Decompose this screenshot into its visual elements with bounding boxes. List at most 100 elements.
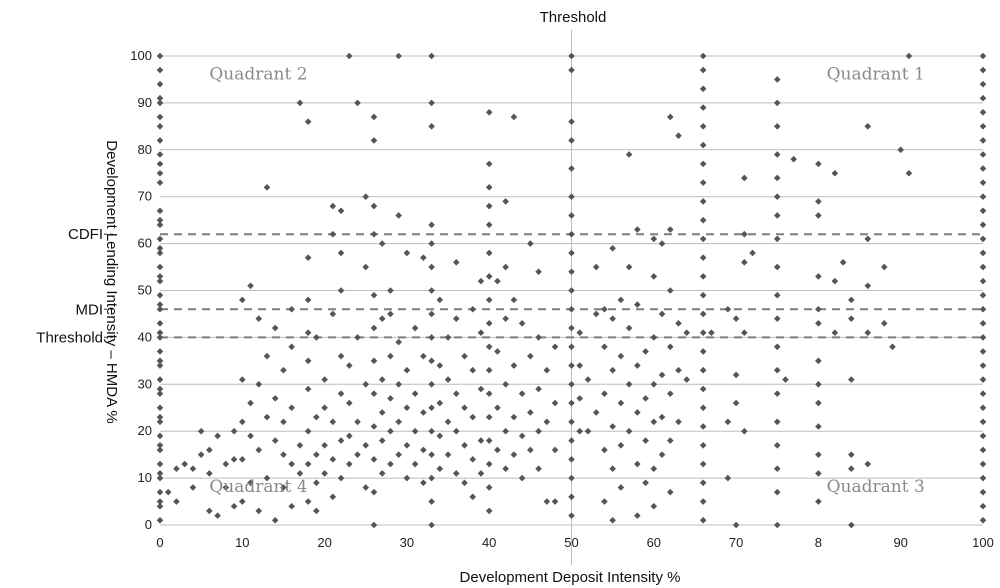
data-point — [485, 273, 493, 280]
data-point — [642, 437, 649, 444]
data-point — [239, 498, 246, 505]
data-point — [642, 479, 649, 487]
data-point — [469, 305, 477, 313]
data-point — [699, 460, 707, 468]
data-point — [370, 137, 378, 144]
x-tick-label: 30 — [400, 535, 414, 550]
data-point — [650, 381, 658, 388]
data-point — [625, 427, 633, 435]
data-point — [568, 193, 575, 200]
data-point — [173, 465, 180, 473]
data-point — [164, 488, 172, 496]
data-point — [370, 521, 378, 529]
data-point — [741, 329, 748, 337]
data-point — [543, 498, 551, 505]
data-point — [568, 287, 575, 294]
data-point — [601, 390, 608, 397]
data-point — [568, 305, 575, 313]
data-point — [576, 362, 584, 369]
data-point — [477, 385, 485, 393]
data-point — [271, 395, 279, 402]
data-point — [568, 493, 575, 501]
data-point — [485, 366, 493, 374]
data-point — [741, 230, 748, 238]
data-point — [568, 418, 575, 426]
data-point — [658, 371, 666, 379]
data-point — [568, 399, 575, 407]
data-point — [979, 263, 987, 271]
data-point — [387, 287, 394, 294]
data-point — [979, 221, 987, 229]
data-point — [773, 418, 781, 426]
data-point — [428, 287, 435, 294]
quadrant-label: Quadrant 3 — [827, 477, 925, 497]
data-point — [271, 437, 279, 444]
data-point — [773, 291, 781, 299]
data-point — [979, 151, 987, 158]
data-point — [699, 198, 707, 205]
data-point — [485, 202, 493, 210]
data-point — [156, 137, 164, 144]
data-point — [370, 202, 378, 210]
data-point — [773, 235, 781, 243]
data-point — [239, 418, 246, 426]
data-point — [699, 235, 707, 243]
data-point — [699, 52, 707, 60]
data-point — [288, 502, 295, 510]
data-point — [979, 362, 987, 369]
data-point — [625, 381, 633, 388]
data-point — [156, 80, 164, 88]
data-point — [329, 230, 337, 238]
data-point — [699, 273, 707, 280]
data-point — [321, 404, 328, 412]
data-point — [329, 310, 337, 318]
data-point — [732, 521, 740, 529]
data-point — [741, 174, 748, 182]
data-point — [979, 348, 987, 355]
data-point — [304, 460, 312, 468]
data-point — [666, 437, 674, 444]
data-point — [156, 418, 164, 426]
data-point — [321, 470, 328, 477]
data-point — [296, 470, 304, 477]
data-point — [502, 198, 509, 205]
data-point — [568, 381, 575, 388]
data-point — [773, 174, 781, 182]
data-point — [815, 357, 822, 365]
data-point — [683, 376, 691, 383]
data-point — [724, 474, 732, 482]
data-point — [428, 451, 435, 458]
data-point — [452, 427, 460, 435]
quadrant-label: Quadrant 1 — [827, 64, 925, 84]
data-point — [568, 324, 575, 332]
data-point — [658, 413, 666, 421]
data-point — [206, 470, 213, 477]
quadrant-labels: Quadrant 2 Quadrant 1 Quadrant 4 Quadrant 3 — [209, 64, 924, 497]
data-point — [815, 423, 822, 430]
data-point — [699, 123, 707, 130]
data-point — [239, 456, 246, 463]
data-point — [156, 362, 164, 369]
data-point — [485, 160, 493, 168]
data-point — [345, 362, 353, 369]
data-point — [568, 512, 575, 519]
data-point — [370, 291, 378, 299]
data-point — [247, 479, 254, 487]
data-point — [354, 334, 361, 341]
data-point — [699, 366, 707, 374]
data-point — [634, 409, 641, 416]
data-point — [617, 296, 625, 304]
data-point — [247, 432, 254, 440]
vertical-threshold-label: Threshold — [540, 9, 607, 26]
data-point — [880, 263, 888, 271]
data-point — [502, 427, 509, 435]
data-point — [444, 376, 452, 383]
data-point — [411, 460, 419, 468]
data-point — [666, 226, 674, 233]
data-point — [420, 409, 427, 416]
data-point — [428, 381, 435, 388]
axis-ticks: 0 10 20 30 40 50 60 70 80 90 100 0 10 20 30 40 50 60 70 8 90… — [130, 48, 994, 550]
data-point — [296, 99, 304, 107]
quadrant-label: Quadrant 4 — [209, 477, 307, 497]
data-point — [502, 263, 509, 271]
